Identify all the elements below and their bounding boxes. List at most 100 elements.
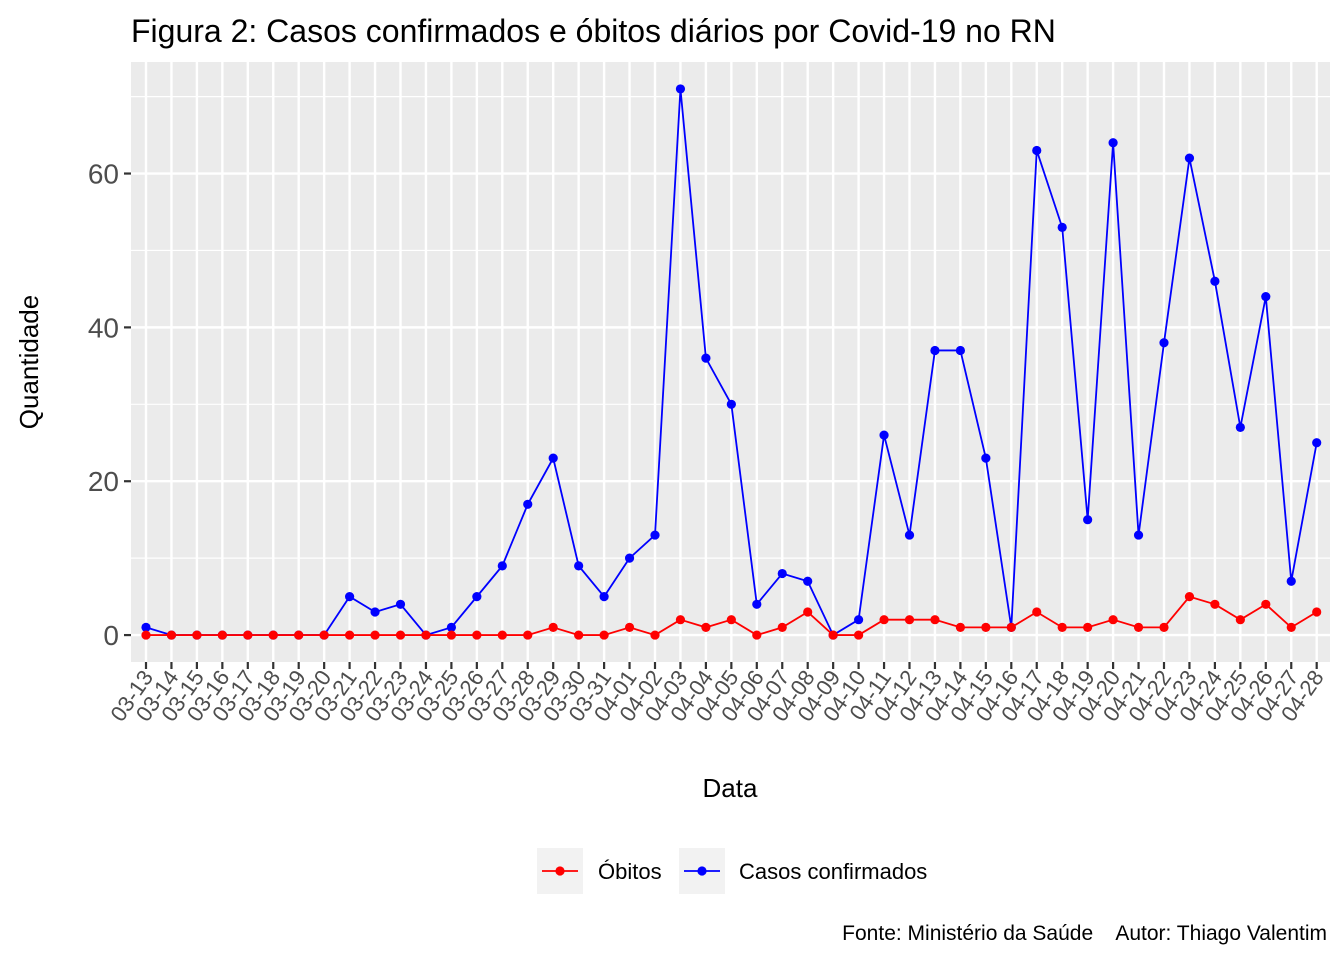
- data-point-casos-confirmados: [726, 399, 736, 409]
- data-point-obitos: [574, 630, 584, 640]
- legend-item-casos-confirmados: Casos confirmados: [679, 848, 927, 894]
- data-point-obitos: [268, 630, 278, 640]
- x-axis-title: Data: [703, 773, 758, 803]
- data-point-casos-confirmados: [446, 622, 456, 632]
- data-point-obitos: [803, 607, 813, 617]
- y-axis-title: Quantidade: [14, 295, 44, 429]
- data-point-casos-confirmados: [1210, 276, 1220, 286]
- data-point-casos-confirmados: [904, 530, 915, 540]
- data-point-obitos: [1032, 607, 1042, 617]
- data-point-obitos: [141, 630, 151, 640]
- caption: Fonte: Ministério da Saúde Autor: Thiago…: [842, 922, 1327, 945]
- data-point-obitos: [1261, 599, 1271, 609]
- data-point-casos-confirmados: [1261, 292, 1271, 302]
- data-point-obitos: [828, 630, 838, 640]
- data-point-obitos: [1235, 615, 1245, 625]
- data-point-obitos: [319, 630, 329, 640]
- data-point-casos-confirmados: [752, 599, 762, 609]
- data-point-casos-confirmados: [497, 561, 507, 571]
- data-point-casos-confirmados: [1184, 153, 1195, 163]
- legend-label: Óbitos: [598, 859, 662, 884]
- data-point-obitos: [1286, 622, 1296, 632]
- data-point-obitos: [624, 622, 635, 632]
- data-point-casos-confirmados: [599, 592, 609, 602]
- data-point-casos-confirmados: [523, 499, 533, 509]
- y-tick-label: 20: [88, 466, 119, 497]
- data-point-obitos: [599, 630, 609, 640]
- data-point-obitos: [1083, 622, 1093, 632]
- legend-key-point: [555, 866, 565, 876]
- y-tick-label: 60: [88, 159, 119, 190]
- data-point-obitos: [879, 615, 889, 625]
- data-point-obitos: [1057, 622, 1067, 632]
- data-point-obitos: [446, 630, 456, 640]
- data-point-obitos: [294, 630, 304, 640]
- data-point-obitos: [192, 630, 202, 640]
- y-tick-label: 40: [88, 312, 119, 343]
- chart-title: Figura 2: Casos confirmados e óbitos diá…: [131, 13, 1056, 49]
- data-point-casos-confirmados: [1286, 576, 1296, 586]
- data-point-casos-confirmados: [624, 553, 635, 563]
- data-point-obitos: [726, 615, 736, 625]
- data-point-casos-confirmados: [1133, 530, 1144, 540]
- legend-item-obitos: Óbitos: [537, 848, 662, 894]
- data-point-obitos: [854, 630, 864, 640]
- series-obitos: [141, 592, 1322, 640]
- data-point-casos-confirmados: [803, 576, 813, 586]
- data-point-obitos: [752, 630, 762, 640]
- data-point-obitos: [1006, 622, 1016, 632]
- data-point-casos-confirmados: [1312, 438, 1322, 448]
- data-point-obitos: [930, 615, 940, 625]
- data-point-obitos: [395, 630, 406, 640]
- data-point-casos-confirmados: [981, 453, 991, 463]
- data-point-casos-confirmados: [930, 345, 940, 356]
- data-point-casos-confirmados: [701, 353, 711, 363]
- data-point-obitos: [370, 630, 380, 640]
- data-point-casos-confirmados: [854, 615, 864, 625]
- data-point-casos-confirmados: [1159, 338, 1169, 348]
- data-point-casos-confirmados: [395, 599, 406, 609]
- legend-label: Casos confirmados: [739, 859, 927, 884]
- data-point-casos-confirmados: [777, 568, 787, 579]
- series-casos-confirmados: [141, 84, 1322, 640]
- data-point-casos-confirmados: [675, 84, 686, 94]
- data-point-casos-confirmados: [345, 592, 355, 602]
- x-axis: 03-1303-1403-1503-1603-1703-1803-1903-20…: [105, 662, 1329, 726]
- series-layer: [141, 84, 1322, 640]
- data-point-casos-confirmados: [650, 530, 660, 540]
- data-point-obitos: [1210, 599, 1220, 609]
- data-point-obitos: [548, 622, 558, 632]
- data-point-obitos: [497, 630, 507, 640]
- y-axis: 0 20 40 60: [88, 159, 131, 651]
- data-point-obitos: [523, 630, 533, 640]
- data-point-casos-confirmados: [1235, 422, 1245, 432]
- data-point-casos-confirmados: [955, 345, 966, 356]
- data-point-obitos: [217, 630, 227, 640]
- data-point-casos-confirmados: [574, 561, 584, 571]
- data-point-obitos: [166, 630, 177, 640]
- data-point-obitos: [243, 630, 253, 640]
- y-tick-label: 0: [103, 620, 119, 651]
- data-point-obitos: [650, 630, 660, 640]
- data-point-casos-confirmados: [1083, 515, 1093, 525]
- data-point-casos-confirmados: [1108, 138, 1118, 148]
- legend-key-point: [697, 866, 707, 876]
- data-point-obitos: [345, 630, 355, 640]
- data-point-casos-confirmados: [370, 607, 380, 617]
- data-point-obitos: [675, 615, 686, 625]
- data-point-obitos: [472, 630, 482, 640]
- data-point-casos-confirmados: [1057, 222, 1067, 232]
- data-point-obitos: [1312, 607, 1322, 617]
- data-point-obitos: [955, 622, 966, 632]
- data-point-obitos: [1108, 615, 1118, 625]
- gridlines: [131, 62, 1330, 662]
- data-point-casos-confirmados: [141, 622, 151, 632]
- legend: Óbitos Casos confirmados: [537, 848, 927, 894]
- data-point-obitos: [904, 615, 915, 625]
- data-point-obitos: [1184, 592, 1195, 602]
- data-point-obitos: [701, 622, 711, 632]
- data-point-casos-confirmados: [472, 592, 482, 602]
- data-point-obitos: [981, 622, 991, 632]
- data-point-casos-confirmados: [548, 453, 558, 463]
